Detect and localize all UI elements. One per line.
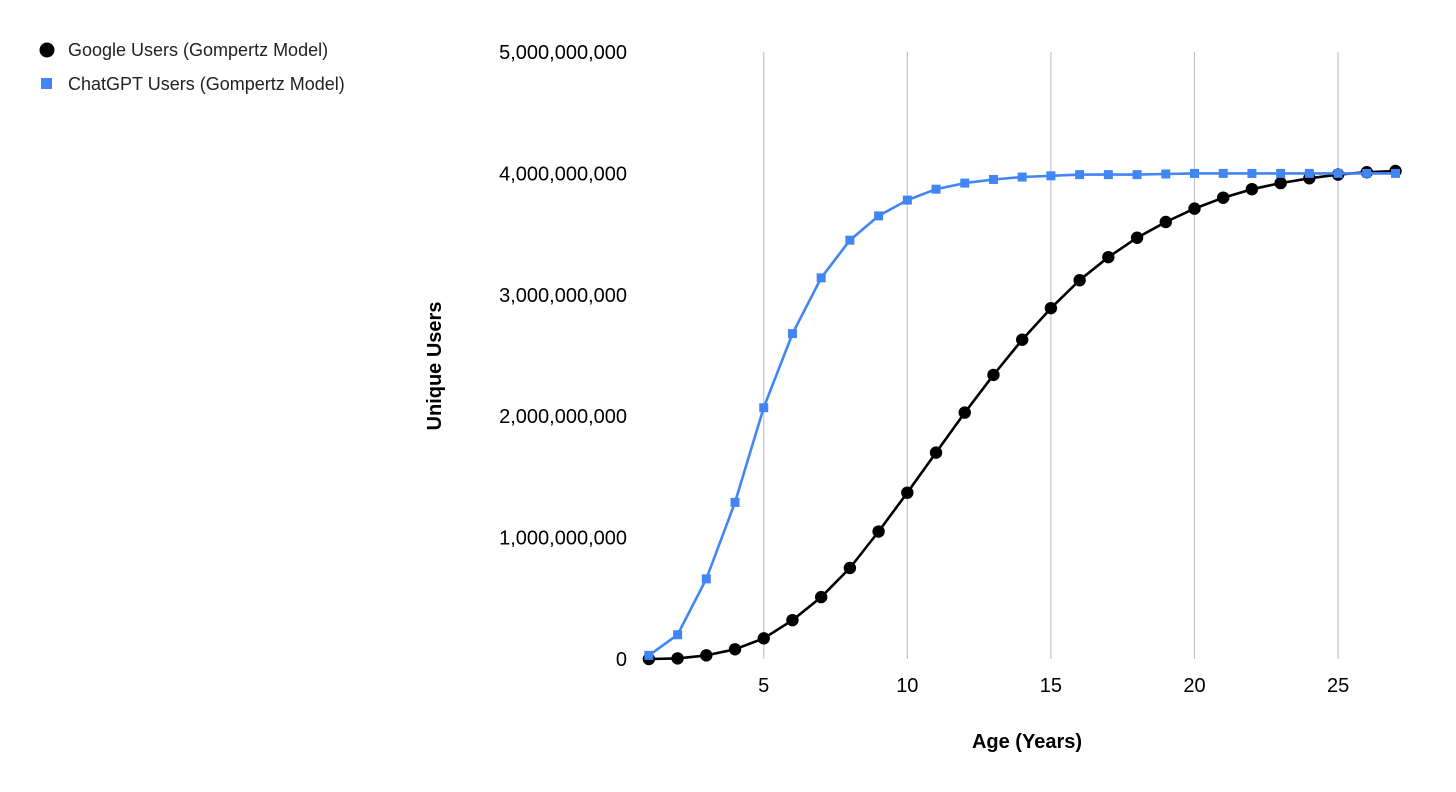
point-series-1-12	[960, 178, 970, 188]
series-line-1	[648, 172, 1396, 657]
point-series-0-6	[786, 613, 799, 627]
point-series-1-25	[1333, 168, 1343, 178]
y-tick-label-5: 5,000,000,000	[499, 42, 627, 64]
point-series-1-1	[644, 650, 654, 660]
point-series-1-9	[874, 211, 884, 221]
point-series-0-5	[757, 632, 770, 645]
grid-lines	[763, 52, 1339, 659]
y-tick-label-1: 1,000,000,000	[499, 528, 627, 550]
legend-label-google: Google Users (Gompertz Model)	[68, 40, 328, 60]
point-series-1-20	[1189, 168, 1199, 178]
legend-item-chatgpt[interactable]: ChatGPT Users (Gompertz Model)	[41, 74, 345, 94]
x-axis-ticks: 5 10 15 20 25	[758, 675, 1349, 697]
point-series-1-16	[1075, 170, 1085, 180]
legend-label-chatgpt: ChatGPT Users (Gompertz Model)	[68, 74, 345, 94]
y-tick-label-4: 4,000,000,000	[499, 163, 627, 185]
point-series-0-14	[1015, 333, 1029, 346]
y-tick-label-0: 0	[616, 649, 627, 671]
y-axis-title: Unique Users	[424, 302, 446, 431]
legend-marker-chatgpt	[41, 78, 52, 89]
point-series-1-26	[1362, 168, 1372, 178]
point-series-0-22	[1245, 182, 1259, 196]
x-tick-label-5: 5	[758, 675, 769, 697]
point-series-1-5	[759, 403, 769, 413]
series-0	[642, 164, 1402, 666]
point-series-1-10	[902, 195, 912, 205]
point-series-1-18	[1132, 170, 1142, 180]
x-tick-label-15: 15	[1040, 675, 1062, 697]
point-series-0-23	[1274, 176, 1287, 190]
y-axis-ticks: 0 1,000,000,000 2,000,000,000 3,000,000,000…	[499, 42, 627, 671]
point-series-1-2	[673, 630, 683, 640]
y-tick-label-3: 3,000,000,000	[499, 285, 627, 307]
point-series-1-22	[1247, 168, 1257, 178]
point-series-1-17	[1103, 170, 1113, 180]
point-series-0-7	[814, 590, 828, 604]
point-series-0-18	[1130, 231, 1144, 244]
x-axis-title: Age (Years)	[972, 731, 1082, 753]
x-tick-label-10: 10	[896, 675, 918, 697]
legend-marker-google	[39, 42, 55, 58]
point-series-1-21	[1218, 168, 1228, 178]
point-series-1-19	[1161, 169, 1171, 179]
point-series-1-7	[816, 273, 826, 283]
point-series-1-11	[931, 184, 941, 194]
point-series-0-11	[929, 446, 943, 459]
point-series-0-13	[987, 368, 1000, 382]
point-series-0-10	[901, 486, 914, 499]
point-series-1-4	[730, 497, 740, 507]
point-series-0-2	[671, 652, 684, 665]
point-series-1-6	[787, 329, 797, 339]
point-series-0-15	[1044, 301, 1058, 315]
point-series-0-3	[700, 649, 713, 662]
point-series-1-24	[1304, 168, 1314, 178]
point-series-1-23	[1276, 168, 1286, 178]
point-series-0-12	[958, 406, 971, 419]
x-tick-label-25: 25	[1327, 675, 1349, 697]
series-1	[644, 168, 1401, 660]
point-series-0-8	[843, 561, 857, 575]
point-series-0-16	[1073, 274, 1086, 287]
point-series-0-9	[872, 525, 885, 538]
point-series-0-19	[1159, 215, 1172, 229]
point-series-1-8	[845, 235, 855, 245]
y-tick-label-2: 2,000,000,000	[499, 406, 627, 428]
point-series-0-17	[1102, 250, 1115, 264]
x-tick-label-20: 20	[1183, 675, 1205, 697]
point-series-1-27	[1391, 168, 1401, 178]
legend: Google Users (Gompertz Model) ChatGPT Us…	[39, 40, 345, 94]
point-series-1-14	[1017, 172, 1027, 182]
point-series-0-21	[1217, 191, 1230, 204]
point-series-1-13	[988, 174, 998, 184]
point-series-0-20	[1188, 202, 1201, 215]
legend-item-google[interactable]: Google Users (Gompertz Model)	[39, 40, 329, 60]
point-series-1-3	[701, 574, 711, 584]
series-layer	[642, 164, 1402, 666]
point-series-1-15	[1046, 171, 1056, 181]
point-series-0-4	[728, 643, 742, 656]
